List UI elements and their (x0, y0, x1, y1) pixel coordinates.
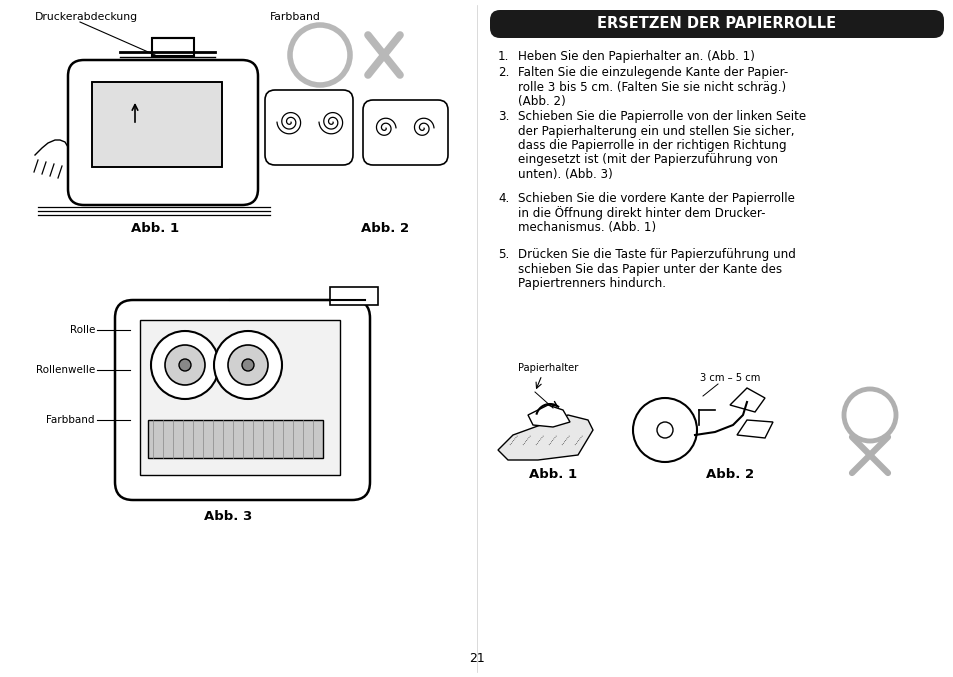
FancyBboxPatch shape (490, 10, 943, 38)
Bar (148, 420, 323, 458)
Text: 3 cm – 5 cm: 3 cm – 5 cm (700, 373, 760, 383)
Text: (Abb. 2): (Abb. 2) (517, 95, 565, 108)
Text: Falten Sie die einzulegende Kante der Papier-: Falten Sie die einzulegende Kante der Pa… (517, 66, 787, 79)
Text: 3.: 3. (497, 110, 509, 123)
Text: Rolle: Rolle (70, 325, 95, 335)
Text: Papiertrenners hindurch.: Papiertrenners hindurch. (517, 277, 665, 290)
Circle shape (151, 331, 219, 399)
Bar (152, 38, 193, 56)
Text: Druckerabdeckung: Druckerabdeckung (35, 12, 138, 22)
Text: Abb. 1: Abb. 1 (528, 468, 577, 481)
Text: in die Öffnung direkt hinter dem Drucker-: in die Öffnung direkt hinter dem Drucker… (517, 206, 764, 221)
Circle shape (179, 359, 191, 371)
Text: Rollenwelle: Rollenwelle (35, 365, 95, 375)
Text: Heben Sie den Papierhalter an. (Abb. 1): Heben Sie den Papierhalter an. (Abb. 1) (517, 50, 754, 63)
Text: 2.: 2. (497, 66, 509, 79)
Circle shape (633, 398, 697, 462)
Text: Abb. 1: Abb. 1 (131, 222, 179, 235)
Text: Schieben Sie die vordere Kante der Papierrolle: Schieben Sie die vordere Kante der Papie… (517, 192, 794, 205)
Text: Papierhalter: Papierhalter (517, 363, 578, 373)
Text: eingesetzt ist (mit der Papierzuführung von: eingesetzt ist (mit der Papierzuführung … (517, 154, 778, 167)
Text: unten). (Abb. 3): unten). (Abb. 3) (517, 168, 612, 181)
Bar (91, 82, 222, 167)
Circle shape (165, 345, 205, 385)
Text: mechanismus. (Abb. 1): mechanismus. (Abb. 1) (517, 221, 656, 234)
Text: 21: 21 (469, 652, 484, 665)
Text: Farbband: Farbband (47, 415, 95, 425)
Text: Abb. 2: Abb. 2 (705, 468, 753, 481)
Bar (330, 287, 377, 305)
Text: schieben Sie das Papier unter der Kante des: schieben Sie das Papier unter der Kante … (517, 263, 781, 276)
Bar (140, 320, 339, 475)
Text: dass die Papierrolle in der richtigen Richtung: dass die Papierrolle in der richtigen Ri… (517, 139, 786, 152)
Text: Schieben Sie die Papierrolle von der linken Seite: Schieben Sie die Papierrolle von der lin… (517, 110, 805, 123)
FancyBboxPatch shape (265, 90, 353, 165)
Text: ERSETZEN DER PAPIERROLLE: ERSETZEN DER PAPIERROLLE (597, 16, 836, 32)
Text: Drücken Sie die Taste für Papierzuführung und: Drücken Sie die Taste für Papierzuführun… (517, 248, 795, 261)
FancyBboxPatch shape (68, 60, 257, 205)
Circle shape (228, 345, 268, 385)
Polygon shape (729, 388, 764, 412)
Text: Abb. 3: Abb. 3 (204, 510, 252, 523)
Text: der Papierhalterung ein und stellen Sie sicher,: der Papierhalterung ein und stellen Sie … (517, 125, 794, 137)
Polygon shape (527, 405, 569, 427)
Text: Abb. 2: Abb. 2 (360, 222, 409, 235)
Circle shape (213, 331, 282, 399)
FancyBboxPatch shape (363, 100, 448, 165)
Circle shape (657, 422, 672, 438)
Circle shape (242, 359, 253, 371)
Text: 1.: 1. (497, 50, 509, 63)
Text: 5.: 5. (497, 248, 509, 261)
Bar (91, 82, 222, 167)
Polygon shape (737, 420, 772, 438)
Text: rolle 3 bis 5 cm. (Falten Sie sie nicht schräg.): rolle 3 bis 5 cm. (Falten Sie sie nicht … (517, 81, 785, 93)
Polygon shape (497, 415, 593, 460)
FancyBboxPatch shape (115, 300, 370, 500)
Text: Farbband: Farbband (270, 12, 320, 22)
Text: 4.: 4. (497, 192, 509, 205)
